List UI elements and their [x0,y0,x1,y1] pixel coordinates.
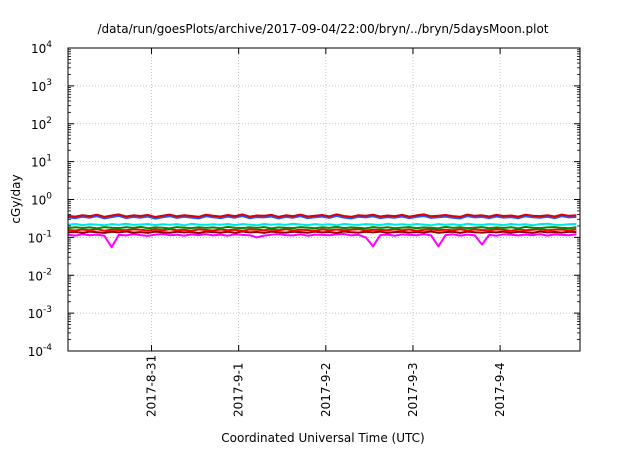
series-group [67,213,577,249]
y-tick-label: 10-4 [28,343,53,359]
y-tick-label: 102 [31,116,52,132]
y-tick-label: 104 [31,40,52,56]
series-line-1 [67,233,577,249]
y-tick-label: 103 [31,78,52,94]
x-tick-label: 2017-9-3 [406,363,420,417]
x-tick-label: 2017-9-1 [232,363,246,417]
y-tick-label: 10-1 [28,229,52,245]
y-tick-label: 101 [31,154,52,170]
series-line-3 [67,228,577,232]
series-line-6 [67,214,577,220]
series-line-4 [67,225,577,230]
chart-title: /data/run/goesPlots/archive/2017-09-04/2… [98,22,549,36]
tick-labels: 10-4 10-3 10-2 10-1 100 101 102 103 104 2017-8-31… [28,40,507,417]
y-tick-label: 10-3 [28,305,52,321]
series-line-5 [67,222,577,227]
x-axis-label: Coordinated Universal Time (UTC) [221,431,424,445]
y-tick-label: 100 [31,192,52,208]
x-tick-label: 2017-9-2 [319,363,333,417]
x-tick-label: 2017-9-4 [493,363,507,417]
x-tick-label: 2017-8-31 [145,355,159,417]
series-line-7 [67,213,577,218]
y-tick-label: 10-2 [28,267,52,283]
grid [68,48,580,351]
y-axis-label: cGy/day [9,174,23,223]
series-line-2 [67,230,577,235]
axis-ticks [68,47,580,352]
